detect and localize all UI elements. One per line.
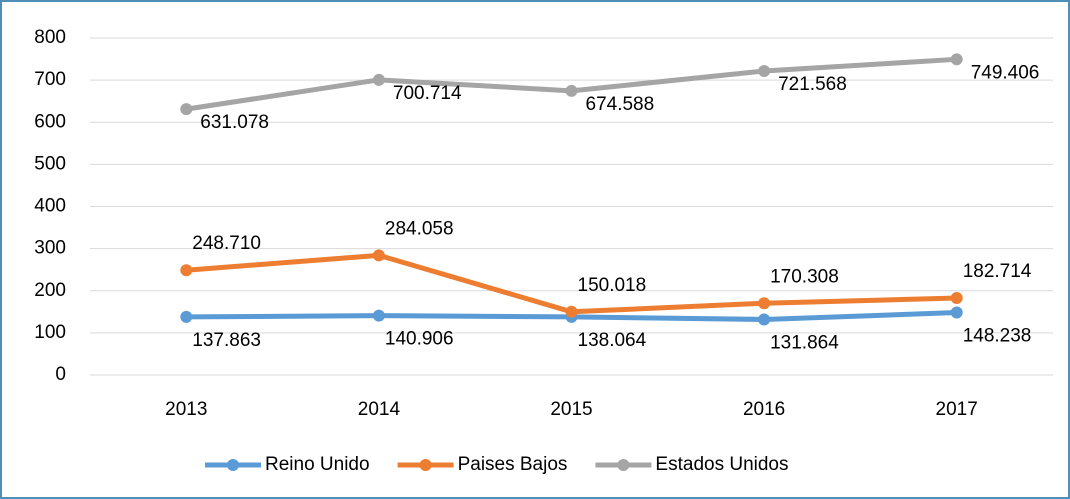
- data-point: [950, 306, 963, 319]
- data-label: 150.018: [578, 275, 647, 296]
- data-label: 284.058: [385, 218, 454, 239]
- legend-marker: [227, 459, 239, 471]
- data-label: 140.906: [385, 329, 454, 350]
- data-point: [372, 73, 385, 86]
- data-label: 700.714: [393, 83, 462, 104]
- data-point: [950, 292, 963, 305]
- y-tick-label: 300: [34, 238, 66, 259]
- data-label: 248.710: [192, 233, 261, 254]
- data-label: 182.714: [963, 261, 1032, 282]
- data-point: [372, 309, 385, 322]
- data-label: 721.568: [778, 74, 847, 95]
- legend-label: Reino Unido: [265, 454, 370, 475]
- y-tick-label: 800: [34, 27, 66, 48]
- data-point: [180, 264, 193, 277]
- y-tick-label: 100: [34, 322, 66, 343]
- x-tick-label: 2017: [936, 399, 978, 420]
- data-label: 170.308: [770, 266, 839, 287]
- data-point: [180, 310, 193, 323]
- y-tick-label: 0: [55, 364, 66, 385]
- x-tick-label: 2013: [165, 399, 207, 420]
- y-tick-label: 200: [34, 280, 66, 301]
- data-point: [180, 103, 193, 116]
- y-tick-label: 500: [34, 153, 66, 174]
- y-tick-label: 600: [34, 111, 66, 132]
- legend-marker: [419, 459, 432, 471]
- data-point: [758, 297, 771, 310]
- legend-label: Estados Unidos: [655, 454, 788, 475]
- data-point: [565, 305, 578, 318]
- y-tick-label: 400: [34, 196, 66, 217]
- data-label: 631.078: [200, 112, 269, 133]
- data-point: [758, 65, 771, 78]
- legend-label: Paises Bajos: [458, 454, 568, 475]
- y-tick-label: 700: [34, 69, 66, 90]
- data-point: [758, 313, 771, 326]
- x-tick-label: 2016: [743, 399, 785, 420]
- x-tick-label: 2014: [358, 399, 401, 420]
- data-label: 131.864: [770, 332, 839, 353]
- data-label: 148.238: [963, 326, 1032, 347]
- data-label: 749.406: [971, 62, 1040, 83]
- data-label: 138.064: [578, 330, 647, 351]
- data-label: 137.863: [192, 330, 261, 351]
- data-label: 674.588: [586, 94, 655, 115]
- data-point: [565, 84, 578, 97]
- legend-marker: [617, 459, 630, 471]
- x-tick-label: 2015: [550, 399, 592, 420]
- data-point: [950, 53, 963, 66]
- data-point: [372, 249, 385, 262]
